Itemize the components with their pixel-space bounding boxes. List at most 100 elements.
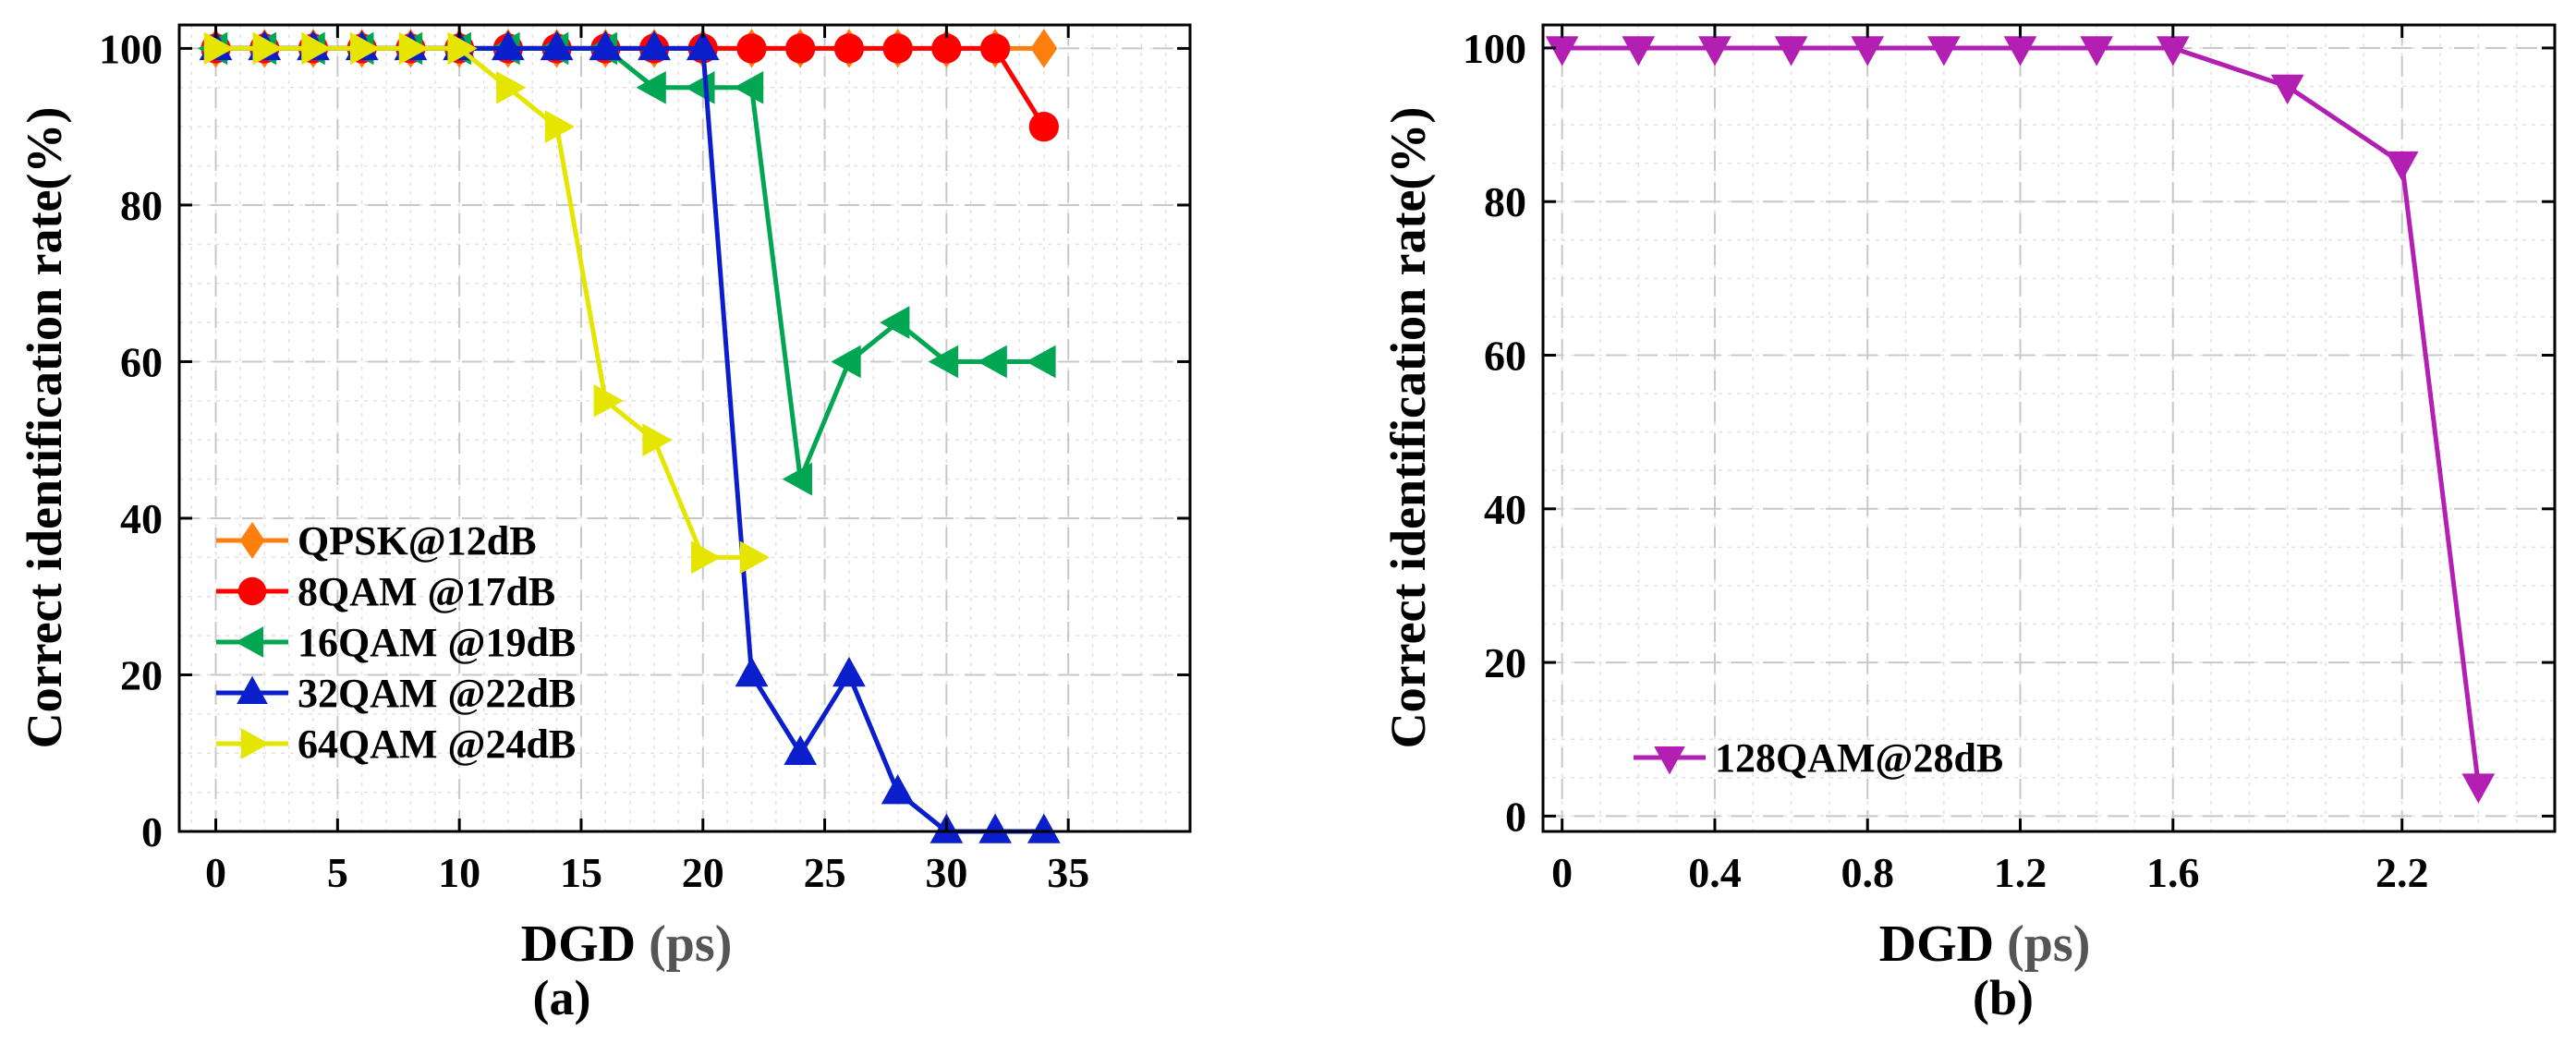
series-layer-a — [197, 29, 1061, 843]
y-tick-label-a: 0 — [141, 808, 163, 855]
y-tick-label-a: 60 — [120, 338, 163, 385]
data-point-a-4 — [301, 31, 332, 66]
data-point-a-4 — [203, 31, 235, 66]
y-tick-label-b: 100 — [1463, 25, 1526, 72]
data-point-a-1 — [882, 33, 913, 64]
data-point-a-3 — [589, 30, 623, 61]
ticks-a: 0 5 10 15 20 25 30 35 0 20 40 60 80 100 — [99, 25, 1190, 896]
legend-marker-a-4 — [241, 728, 270, 759]
y-tick-label-a: 100 — [99, 25, 163, 72]
legend-label-a-1: 8QAM @17dB — [298, 569, 555, 614]
data-point-a-3 — [978, 813, 1012, 843]
data-point-a-2 — [636, 70, 666, 104]
data-point-b-0 — [1774, 36, 1808, 67]
data-point-a-2 — [782, 462, 812, 496]
data-point-a-2 — [685, 70, 715, 104]
x-tick-label-b: 2.2 — [2376, 849, 2429, 896]
series-line-b-0 — [1561, 45, 2481, 786]
plot-frame-b — [1541, 23, 2557, 833]
data-point-b-0 — [2156, 36, 2190, 67]
data-point-a-3 — [540, 30, 574, 61]
data-point-a-3 — [492, 30, 525, 61]
y-tick-label-b: 0 — [1505, 793, 1526, 840]
series-layer-b — [1545, 36, 2496, 804]
legend-a: QPSK@12dB 8QAM @17dB 16QAM @19dB 32QAM @22d… — [216, 518, 576, 767]
x-tick-label-b: 0.8 — [1841, 849, 1894, 896]
plot-frame-a — [177, 23, 1192, 833]
data-point-a-4 — [349, 31, 381, 66]
data-point-a-3 — [686, 30, 720, 61]
y-axis-label-a: Correct identification rate(%) — [17, 107, 72, 749]
x-tick-label-a: 5 — [327, 849, 348, 896]
data-point-a-2 — [977, 345, 1007, 379]
data-point-a-4 — [642, 423, 673, 457]
data-point-a-3 — [784, 734, 818, 765]
y-tick-label-a: 20 — [120, 651, 163, 698]
ticks-b: 0 0.4 0.8 1.2 1.6 2.2 0 20 40 60 80 100 — [1463, 25, 2555, 896]
x-axis-label-b-name: DGD — [1879, 916, 1994, 973]
x-tick-label-b: 1.6 — [2146, 849, 2200, 896]
data-point-a-0 — [1030, 29, 1058, 68]
data-point-b-0 — [2080, 36, 2114, 67]
legend-label-a-3: 32QAM @22dB — [298, 671, 576, 716]
legend-entry-a-4: 64QAM @24dB — [216, 722, 576, 767]
data-point-b-0 — [1545, 36, 1579, 67]
data-point-a-3 — [638, 30, 671, 61]
data-point-a-2 — [831, 345, 861, 379]
chart-panel-a: 0 5 10 15 20 25 30 35 0 20 40 60 80 100 Correct ident… — [17, 23, 1192, 1025]
x-axis-label-a-unit: (ps) — [649, 916, 732, 973]
x-tick-label-a: 10 — [438, 849, 480, 896]
data-point-a-4 — [447, 31, 478, 66]
legend-marker-b-0 — [1654, 746, 1685, 775]
data-point-a-1 — [1028, 112, 1059, 142]
x-tick-label-a: 30 — [925, 849, 967, 896]
data-point-a-1 — [785, 33, 816, 64]
y-tick-label-b: 60 — [1484, 333, 1526, 380]
data-point-a-2 — [928, 345, 959, 379]
x-tick-label-a: 15 — [560, 849, 602, 896]
data-point-a-1 — [736, 33, 767, 64]
series-a-4 — [203, 31, 771, 575]
data-point-a-3 — [881, 774, 915, 805]
x-axis-label-b: DGD (ps) — [1879, 916, 2091, 973]
data-point-a-4 — [544, 110, 576, 144]
x-axis-label-a-name: DGD — [521, 916, 636, 973]
data-point-a-2 — [733, 70, 764, 104]
data-point-b-0 — [2003, 36, 2037, 67]
y-axis-label-b: Correct identification rate(%) — [1380, 107, 1436, 749]
legend-b: 128QAM@28dB — [1634, 735, 2003, 781]
x-tick-label-a: 35 — [1047, 849, 1089, 896]
legend-entry-b-0: 128QAM@28dB — [1634, 735, 2003, 781]
data-point-a-2 — [880, 306, 910, 339]
x-axis-label-b-unit: (ps) — [2007, 916, 2090, 973]
caption-a: (a) — [533, 970, 591, 1025]
legend-marker-a-0 — [239, 522, 265, 559]
data-point-a-2 — [1026, 345, 1056, 379]
legend-label-a-4: 64QAM @24dB — [298, 722, 576, 767]
legend-marker-a-2 — [235, 626, 263, 658]
y-tick-label-a: 40 — [120, 495, 163, 542]
y-tick-label-a: 80 — [120, 182, 163, 229]
data-point-a-1 — [931, 33, 962, 64]
legend-entry-a-2: 16QAM @19dB — [216, 620, 576, 665]
caption-b: (b) — [1973, 970, 2034, 1025]
x-tick-label-a: 0 — [205, 849, 226, 896]
data-point-b-0 — [1622, 36, 1656, 67]
legend-entry-a-1: 8QAM @17dB — [216, 569, 555, 614]
legend-marker-a-3 — [237, 675, 268, 704]
legend-label-b-0: 128QAM@28dB — [1715, 735, 2003, 781]
data-point-a-4 — [593, 383, 624, 418]
series-b-0 — [1545, 36, 2496, 804]
legend-entry-a-3: 32QAM @22dB — [216, 671, 576, 716]
grid-b — [1543, 25, 2556, 831]
data-point-b-0 — [2270, 74, 2304, 105]
data-point-a-1 — [979, 33, 1011, 64]
legend-entry-a-0: QPSK@12dB — [216, 518, 537, 564]
legend-marker-a-1 — [237, 576, 267, 606]
data-point-b-0 — [1851, 36, 1885, 67]
data-point-a-4 — [691, 540, 722, 575]
data-point-a-4 — [739, 540, 771, 575]
y-tick-label-b: 80 — [1484, 178, 1526, 225]
legend-label-a-0: QPSK@12dB — [298, 518, 537, 564]
